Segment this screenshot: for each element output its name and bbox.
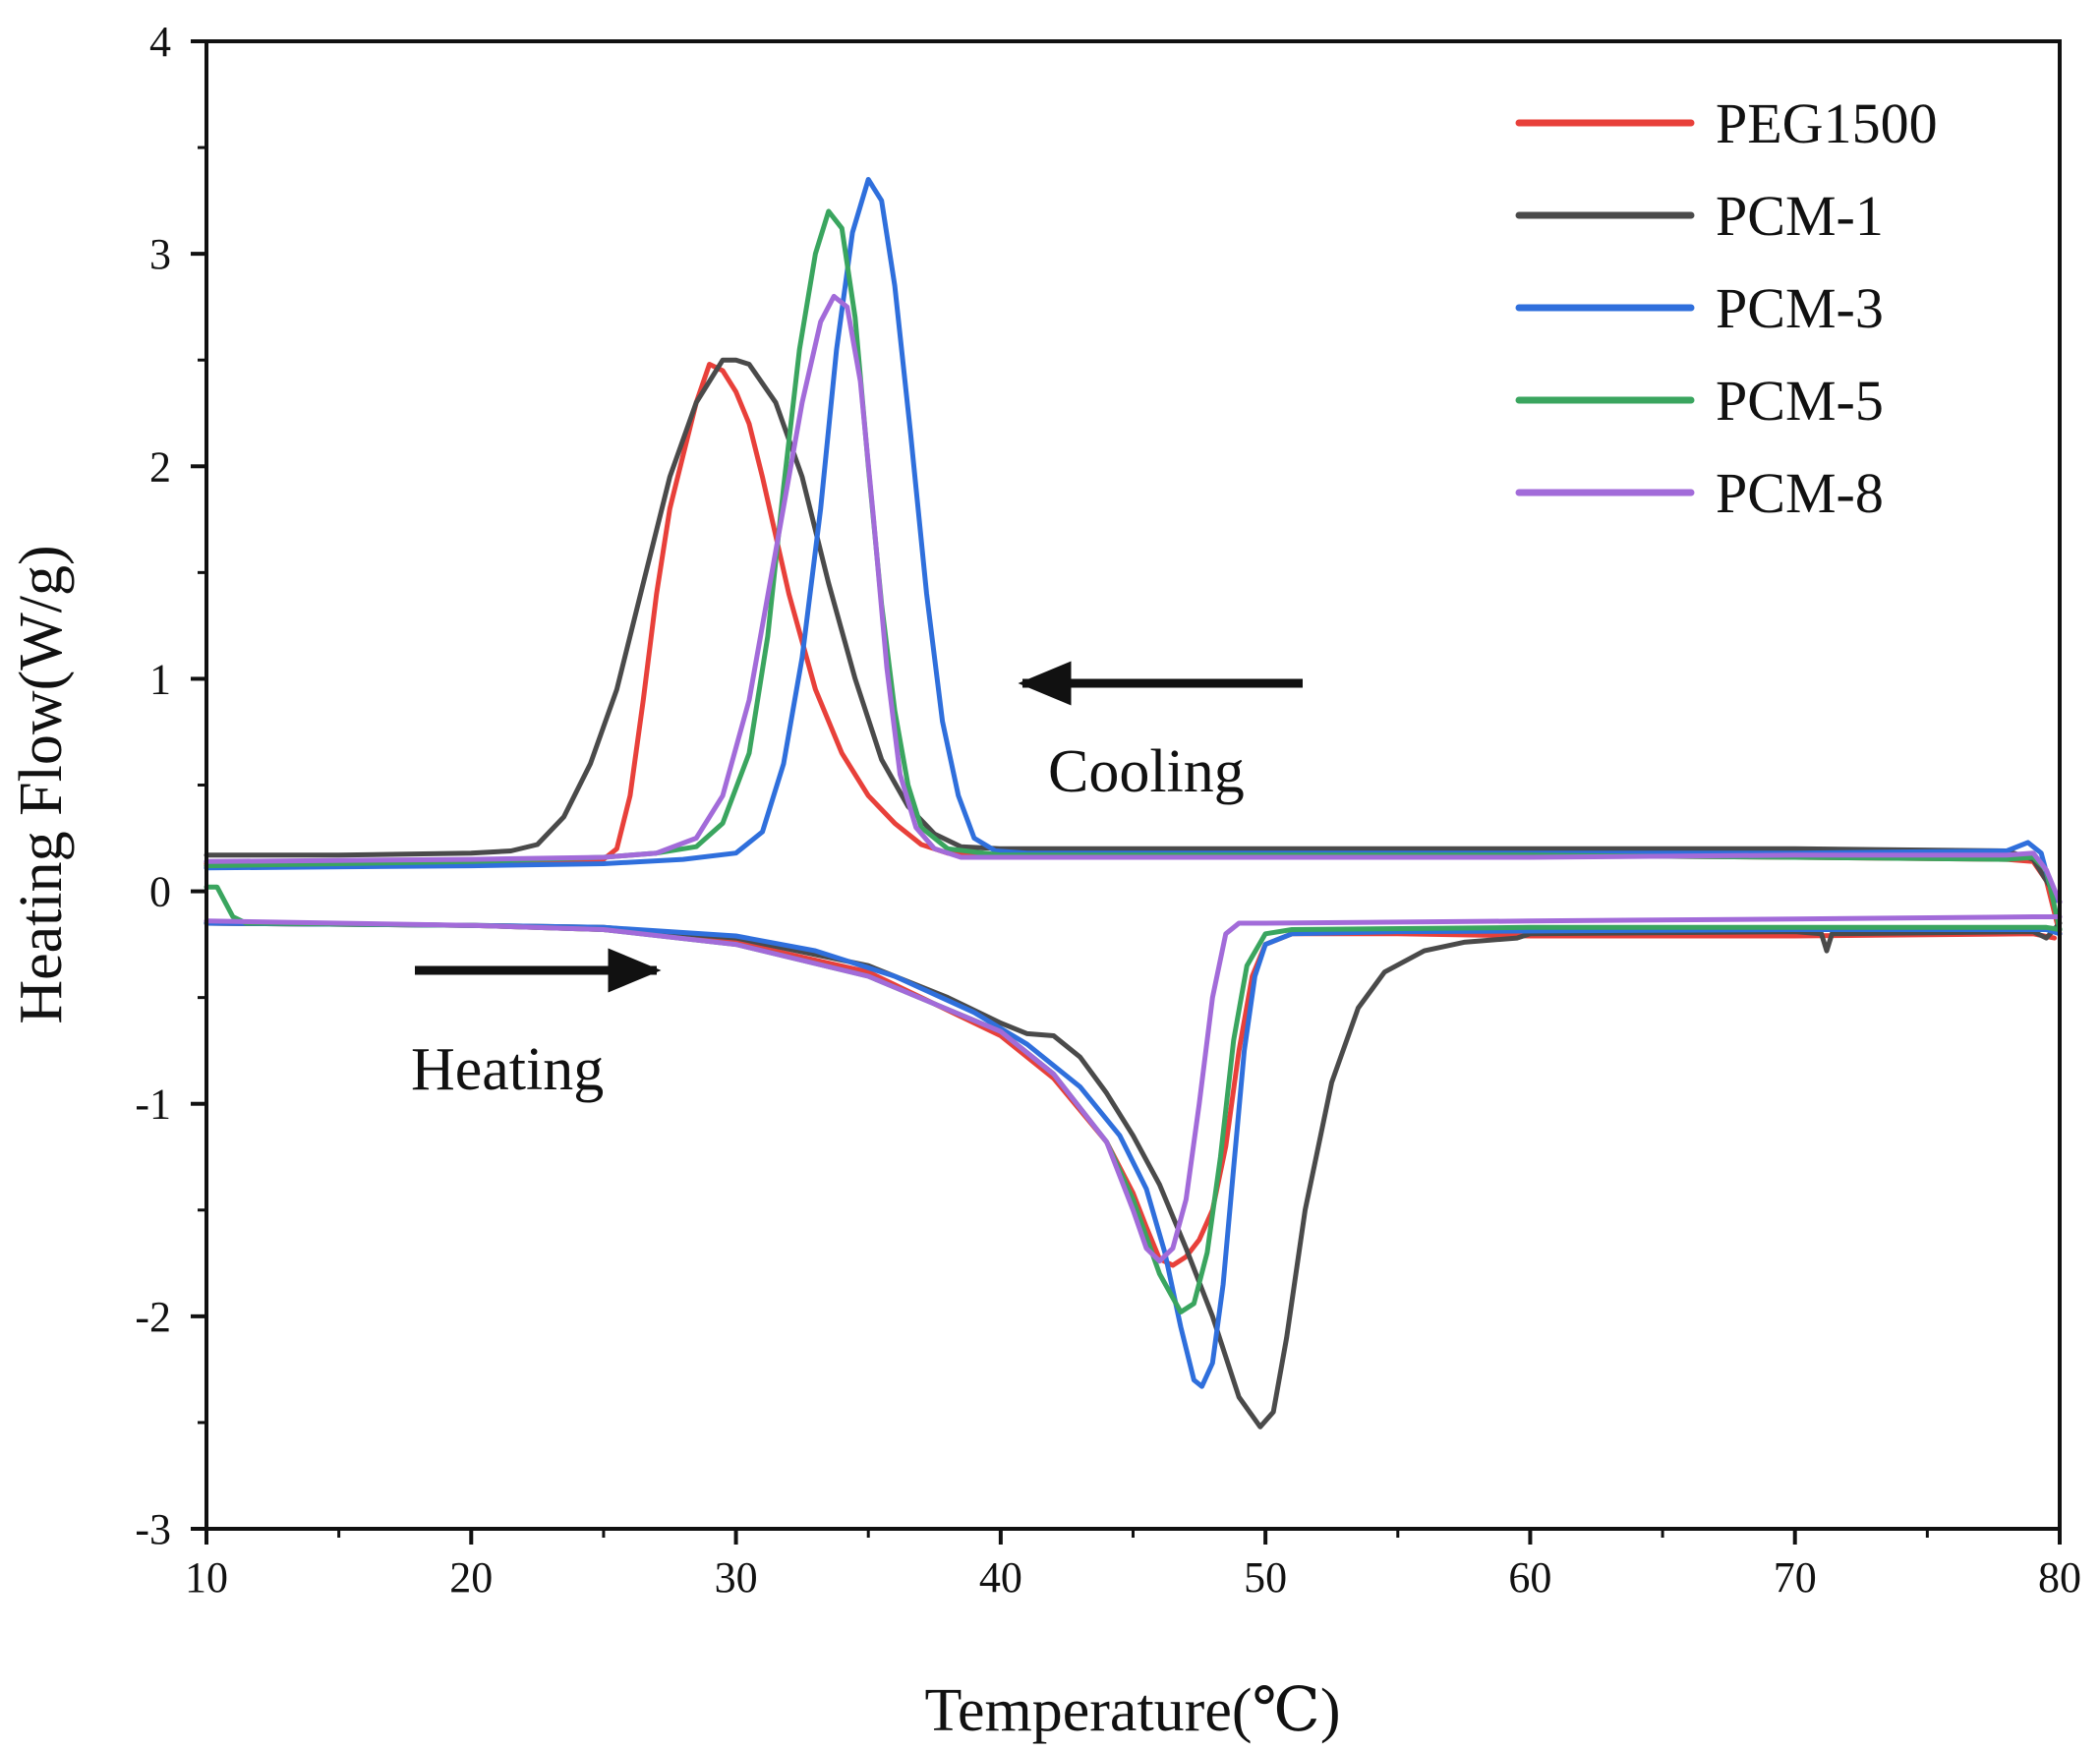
y-tick-label: 2 <box>149 442 171 491</box>
x-tick-label: 40 <box>979 1553 1022 1602</box>
legend-label-peg1500: PEG1500 <box>1716 91 1938 155</box>
y-tick-label: 1 <box>149 655 171 703</box>
axis-ticks <box>191 39 2062 1545</box>
legend-label-pcm-3: PCM-3 <box>1716 276 1884 340</box>
legend-label-pcm-1: PCM-1 <box>1716 184 1884 248</box>
cooling-annotation: Cooling <box>1018 661 1303 805</box>
x-tick-label: 30 <box>715 1553 758 1602</box>
legend-label-pcm-8: PCM-8 <box>1716 461 1884 525</box>
series-pcm-3-cooling <box>204 177 2058 905</box>
y-tick-label: -3 <box>135 1505 171 1553</box>
y-tick-label: 0 <box>149 868 171 916</box>
series-layer <box>204 177 2063 1430</box>
y-axis-title: Heating Flow(W/g) <box>8 545 75 1023</box>
x-axis-title: Temperature(℃) <box>924 1677 1340 1744</box>
x-tick-label: 10 <box>185 1553 228 1602</box>
series-pcm-8-cooling <box>204 293 2063 905</box>
legend-label-pcm-5: PCM-5 <box>1716 369 1884 433</box>
x-tick-label: 60 <box>1508 1553 1551 1602</box>
y-tick-label: -1 <box>135 1080 171 1129</box>
x-tick-label: 80 <box>2038 1553 2081 1602</box>
y-tick-label: -2 <box>135 1293 171 1341</box>
y-tick-label: 3 <box>149 230 171 278</box>
heating-annotation: Heating <box>411 948 662 1103</box>
heating-label: Heating <box>411 1036 604 1103</box>
y-tick-label: 4 <box>149 18 171 66</box>
x-tick-label: 20 <box>449 1553 493 1602</box>
legend: PEG1500 PCM-1 PCM-3 PCM-5 PCM-8 <box>1515 91 1938 525</box>
tick-labels: 10 20 30 40 50 60 70 80 -3 -2 -1 0 1 2 3 4 <box>135 18 2081 1602</box>
cooling-label: Cooling <box>1048 738 1245 805</box>
series-pcm-8-heating <box>204 914 2063 1264</box>
x-tick-label: 70 <box>1774 1553 1817 1602</box>
series-pcm-3-heating <box>204 920 2063 1389</box>
x-tick-label: 50 <box>1244 1553 1287 1602</box>
